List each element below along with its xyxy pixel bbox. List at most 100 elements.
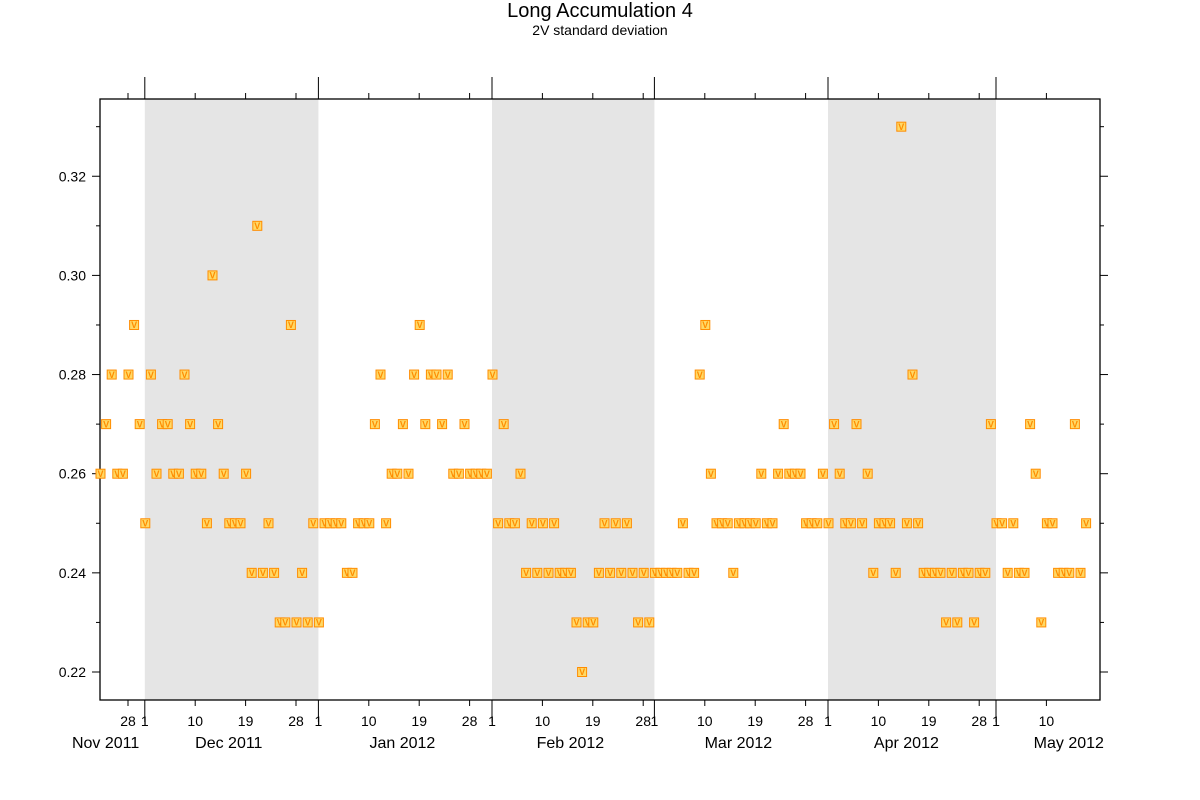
data-point: V [487,369,498,380]
data-point-box [409,369,420,380]
data-point: V [868,567,879,578]
data-point-label: V [428,370,434,380]
data-point-label: V [372,419,378,429]
data-point-label: V [159,419,165,429]
data-point: V [845,518,856,528]
data-point-label: V [1038,618,1044,628]
data-point-label: V [495,518,501,528]
data-point-box [145,369,156,380]
data-point: V [677,518,688,528]
x-day-tick-label: 28 [798,713,814,729]
data-point-box [1081,518,1092,529]
data-point: V [218,468,229,479]
data-point: V [756,468,767,479]
data-point-label: V [708,469,714,479]
data-point: V [705,468,716,479]
x-day-tick-label: 1 [651,713,659,729]
x-day-tick-label: 28 [971,713,987,729]
data-point-label: V [153,469,159,479]
data-point-label: V [702,320,708,330]
data-point-box [885,518,896,529]
data-point-label: V [786,469,792,479]
data-point-box [521,567,532,578]
data-point-box [532,567,543,578]
data-point: V [498,419,509,429]
data-point-box [621,518,632,529]
data-point-label: V [881,518,887,528]
data-point-label: V [355,518,361,528]
data-point-label: V [646,618,652,628]
data-point-box [392,468,403,479]
data-point: V [969,617,980,628]
data-point-box [1075,567,1086,578]
data-point-label: V [685,568,691,578]
data-point-label: V [691,568,697,578]
x-month-label: Feb 2012 [537,735,605,752]
data-point: V [257,567,268,578]
data-point-label: V [383,518,389,528]
data-point-box [235,518,246,529]
data-point-label: V [725,518,731,528]
data-point-label: V [932,568,938,578]
data-point-label: V [652,568,658,578]
data-point-box [571,617,582,628]
x-day-tick-label: 19 [585,713,601,729]
data-point-label: V [921,568,927,578]
data-point-label: V [400,419,406,429]
data-point-box [414,319,425,330]
data-point-box [403,468,414,479]
data-point-box [246,567,257,578]
data-point-label: V [282,618,288,628]
data-point-box [812,518,823,529]
data-point-label: V [389,469,395,479]
data-point-box [694,369,705,380]
data-point-label: V [237,518,243,528]
x-axis: 28 1 10 19 28 1 10 19 28 1 10 19 28 1 10 19 28 1 10 19 28 1 10… [72,77,1104,752]
data-point: V [101,419,112,429]
data-point-label: V [1049,518,1055,528]
data-point: V [179,369,190,380]
data-point-box [577,667,588,677]
data-point-label: V [635,618,641,628]
data-point: V [1019,567,1030,578]
data-point-label: V [797,469,803,479]
data-point-box [280,617,291,628]
data-point: V [291,617,302,628]
data-point-label: V [265,518,271,528]
data-point-label: V [97,469,103,479]
data-point-label: V [366,518,372,528]
data-point-label: V [960,568,966,578]
x-day-tick-label: 1 [315,713,323,729]
data-point: V [985,419,996,429]
data-point-box [1064,567,1075,578]
data-point-box [381,518,392,529]
data-point: V [347,567,358,578]
data-point-label: V [316,618,322,628]
data-point-label: V [445,370,451,380]
data-point: V [616,567,627,578]
data-point: V [246,567,257,578]
x-month-label: Dec 2011 [195,735,262,752]
data-point: V [185,419,196,429]
data-point-label: V [573,618,579,628]
data-point-box [129,319,140,330]
data-point: V [1075,567,1086,578]
data-point: V [1069,419,1080,429]
x-day-tick-label: 19 [921,713,937,729]
x-day-tick-label: 19 [238,713,254,729]
data-point: V [375,369,386,380]
data-point-label: V [148,370,154,380]
data-point: V [941,617,952,628]
data-point-label: V [321,518,327,528]
data-point: V [162,419,173,429]
data-point-label: V [663,568,669,578]
data-point-box [941,617,952,628]
data-point: V [890,567,901,578]
shaded-month-band [492,99,655,700]
data-point: V [901,518,912,528]
data-point-label: V [618,568,624,578]
data-point-label: V [719,518,725,528]
data-point-label: V [181,370,187,380]
data-point-label: V [999,518,1005,528]
shaded-month-band [828,99,996,700]
